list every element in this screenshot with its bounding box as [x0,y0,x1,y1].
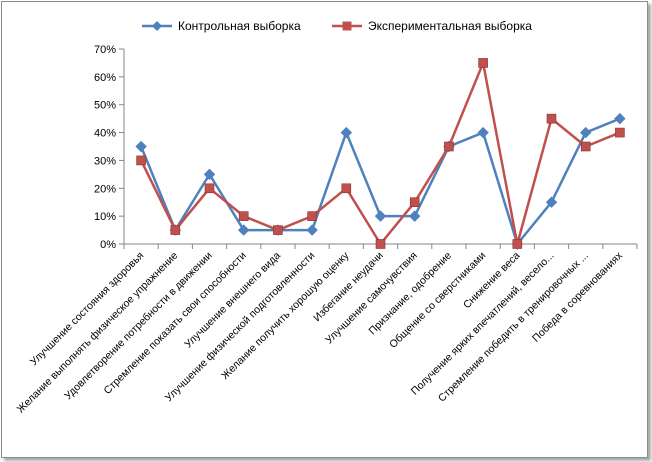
legend-item: Экспериментальная выборка [332,19,532,33]
data-point [444,141,454,152]
data-point [579,126,592,139]
labels-layer: 0%10%20%30%40%50%60%70%Улучшение состоян… [15,44,626,415]
y-tick-label: 50% [94,100,116,112]
data-point [340,126,353,139]
legend: Контрольная выборка Экспериментальная выб… [142,19,532,33]
y-tick-label: 20% [94,183,116,195]
legend-item: Контрольная выборка [142,19,301,33]
legend-marker [342,21,352,31]
data-point [374,210,387,222]
data-point [203,168,216,181]
x-category-label: Желание выполнять физическое упражнение [15,250,181,416]
series-layer [135,58,626,250]
data-point [170,225,181,235]
data-point [409,197,420,208]
data-point [512,239,523,249]
data-point [477,126,489,139]
series-2 [136,58,625,249]
data-point [615,127,625,138]
y-tick-label: 10% [94,211,116,223]
line-chart: 0%10%20%30%40%50%60%70%Улучшение состоян… [15,19,638,415]
x-category-label: Желание получить хорошую оценку [219,249,352,382]
legend-marker [152,21,162,31]
data-point [238,211,249,221]
y-tick-label: 60% [94,72,116,84]
data-point [546,113,557,124]
data-point [341,183,352,194]
legend-label: Экспериментальная выборка [368,19,532,33]
data-point [237,224,250,236]
series-1 [135,112,626,250]
data-point [375,239,386,249]
data-point [307,211,317,221]
data-point [306,224,318,236]
axes [119,48,638,249]
legend-label: Контрольная выборка [178,19,301,33]
data-point [204,183,215,194]
data-point [478,58,488,68]
y-tick-label: 70% [94,44,116,56]
data-point [545,196,558,208]
data-point [408,210,421,222]
series-line [139,117,621,246]
data-point [273,225,283,235]
data-point [614,112,626,125]
y-tick-label: 0% [100,239,116,251]
y-tick-label: 40% [94,128,116,140]
y-tick-label: 30% [94,155,116,167]
data-point [136,155,146,166]
data-point [135,140,147,153]
data-point [580,141,591,152]
